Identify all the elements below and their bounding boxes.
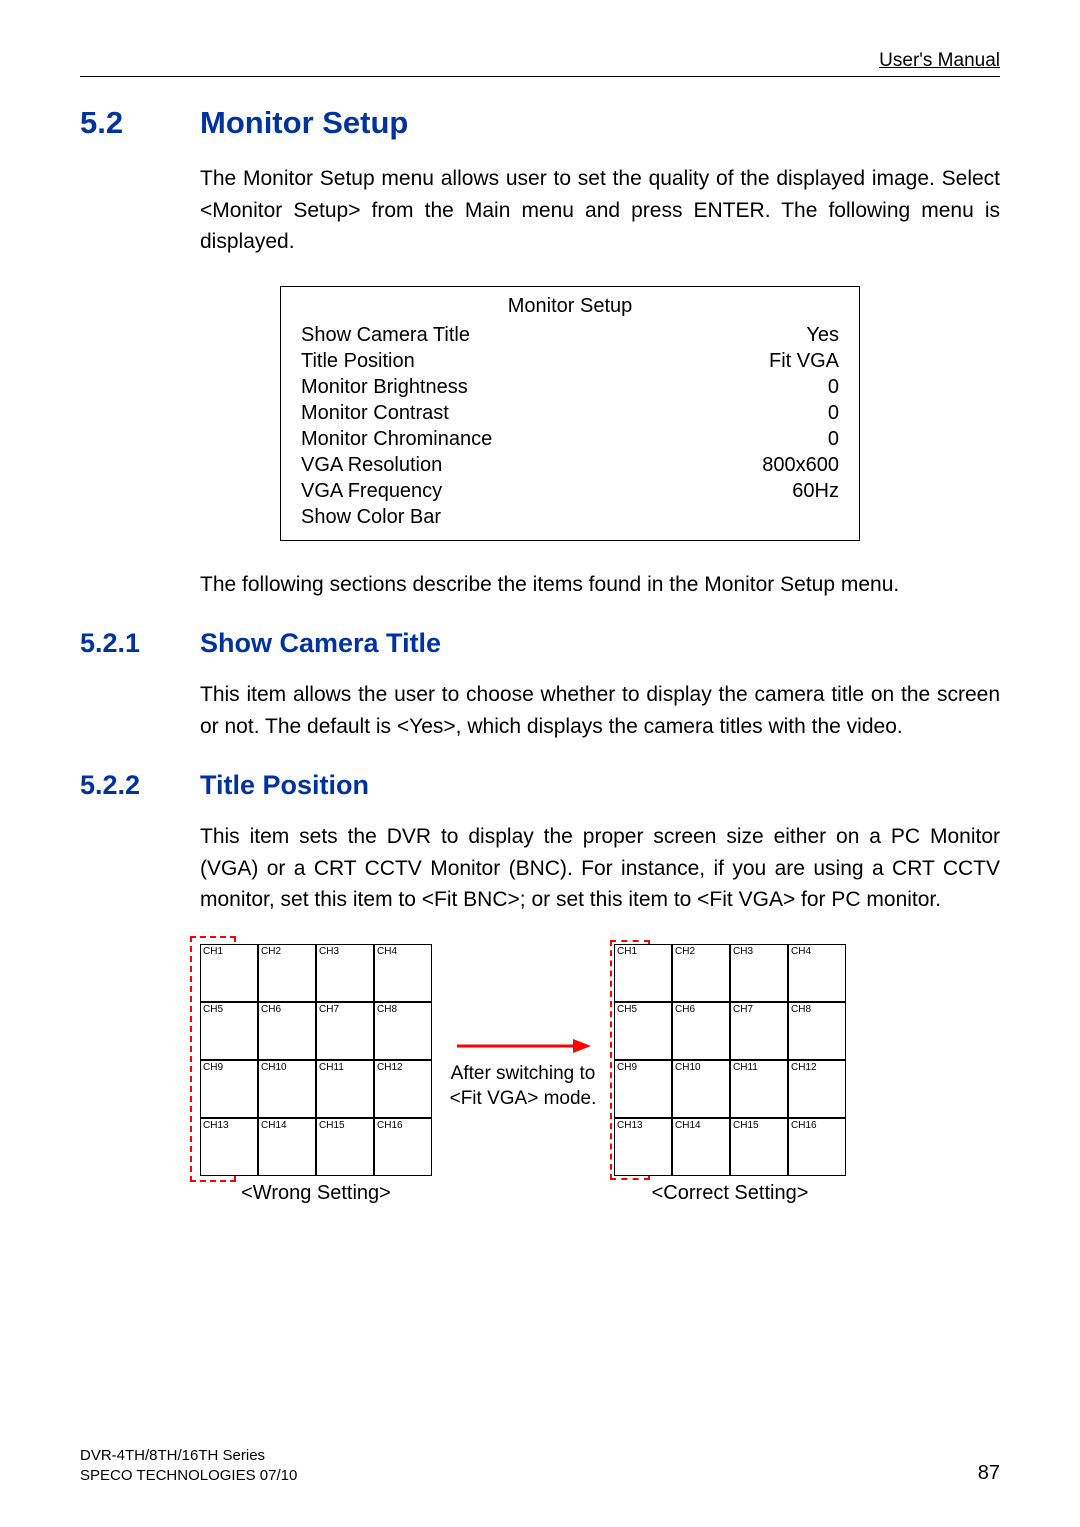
arrow-text-1: After switching to xyxy=(451,1062,596,1087)
wrong-caption: <Wrong Setting> xyxy=(241,1182,391,1205)
menu-row-value: 0 xyxy=(828,400,839,426)
channel-cell: CH1 xyxy=(614,944,672,1002)
fit-vga-diagram: CH1CH2CH3CH4CH5CH6CH7CH8CH9CH10CH11CH12C… xyxy=(200,944,1000,1205)
channel-cell: CH3 xyxy=(730,944,788,1002)
channel-cell: CH15 xyxy=(730,1118,788,1176)
channel-cell: CH13 xyxy=(200,1118,258,1176)
menu-row: Show Color Bar xyxy=(301,504,839,530)
channel-cell: CH13 xyxy=(614,1118,672,1176)
channel-cell: CH2 xyxy=(672,944,730,1002)
channel-cell: CH12 xyxy=(374,1060,432,1118)
channel-cell: CH7 xyxy=(730,1002,788,1060)
subsection-2-number: 5.2.2 xyxy=(80,770,200,801)
menu-title: Monitor Setup xyxy=(301,295,839,318)
channel-cell: CH15 xyxy=(316,1118,374,1176)
channel-cell: CH4 xyxy=(788,944,846,1002)
channel-cell: CH8 xyxy=(788,1002,846,1060)
arrow-icon xyxy=(453,1036,593,1056)
channel-cell: CH2 xyxy=(258,944,316,1002)
menu-row: Monitor Contrast 0 xyxy=(301,400,839,426)
wrong-setting-block: CH1CH2CH3CH4CH5CH6CH7CH8CH9CH10CH11CH12C… xyxy=(200,944,432,1205)
subsection-1-heading: 5.2.1 Show Camera Title xyxy=(80,628,1000,659)
channel-cell: CH4 xyxy=(374,944,432,1002)
menu-row: VGA Frequency 60Hz xyxy=(301,478,839,504)
menu-row: Monitor Brightness 0 xyxy=(301,374,839,400)
menu-row-label: Monitor Chrominance xyxy=(301,426,492,452)
channel-cell: CH11 xyxy=(730,1060,788,1118)
header-rule xyxy=(80,76,1000,77)
footer-page-number: 87 xyxy=(978,1462,1000,1485)
channel-cell: CH1 xyxy=(200,944,258,1002)
channel-cell: CH6 xyxy=(258,1002,316,1060)
correct-setting-block: CH1CH2CH3CH4CH5CH6CH7CH8CH9CH10CH11CH12C… xyxy=(614,944,846,1205)
channel-cell: CH7 xyxy=(316,1002,374,1060)
menu-row: Show Camera Title Yes xyxy=(301,322,839,348)
section-intro: The Monitor Setup menu allows user to se… xyxy=(200,163,1000,258)
menu-row-value: Yes xyxy=(806,322,839,348)
correct-grid: CH1CH2CH3CH4CH5CH6CH7CH8CH9CH10CH11CH12C… xyxy=(614,944,846,1176)
channel-cell: CH9 xyxy=(614,1060,672,1118)
menu-row: VGA Resolution 800x600 xyxy=(301,452,839,478)
footer-series: DVR-4TH/8TH/16TH Series xyxy=(80,1446,297,1466)
arrow-column: After switching to <Fit VGA> mode. xyxy=(438,1036,608,1111)
menu-row-label: VGA Resolution xyxy=(301,452,442,478)
menu-row-label: Show Color Bar xyxy=(301,504,441,530)
menu-row-value: 800x600 xyxy=(762,452,839,478)
after-menu-text: The following sections describe the item… xyxy=(200,569,1000,601)
correct-caption: <Correct Setting> xyxy=(652,1182,809,1205)
subsection-2-body: This item sets the DVR to display the pr… xyxy=(200,821,1000,916)
header-manual-label: User's Manual xyxy=(80,50,1000,72)
channel-cell: CH5 xyxy=(614,1002,672,1060)
menu-row-value: Fit VGA xyxy=(769,348,839,374)
channel-cell: CH6 xyxy=(672,1002,730,1060)
menu-row-value: 0 xyxy=(828,426,839,452)
channel-cell: CH14 xyxy=(672,1118,730,1176)
arrow-text-2: <Fit VGA> mode. xyxy=(450,1087,597,1112)
menu-row: Title Position Fit VGA xyxy=(301,348,839,374)
footer-left: DVR-4TH/8TH/16TH Series SPECO TECHNOLOGI… xyxy=(80,1446,297,1485)
menu-row-value: 0 xyxy=(828,374,839,400)
menu-row: Monitor Chrominance 0 xyxy=(301,426,839,452)
channel-cell: CH10 xyxy=(672,1060,730,1118)
channel-cell: CH8 xyxy=(374,1002,432,1060)
channel-cell: CH12 xyxy=(788,1060,846,1118)
channel-cell: CH3 xyxy=(316,944,374,1002)
page-footer: DVR-4TH/8TH/16TH Series SPECO TECHNOLOGI… xyxy=(80,1446,1000,1485)
menu-row-label: Monitor Brightness xyxy=(301,374,468,400)
menu-row-label: Show Camera Title xyxy=(301,322,470,348)
subsection-1-number: 5.2.1 xyxy=(80,628,200,659)
channel-cell: CH11 xyxy=(316,1060,374,1118)
menu-row-value: 60Hz xyxy=(792,478,839,504)
subsection-2-title: Title Position xyxy=(200,770,369,801)
monitor-setup-menu: Monitor Setup Show Camera TitleYesTitle … xyxy=(280,286,860,541)
subsection-2-heading: 5.2.2 Title Position xyxy=(80,770,1000,801)
section-heading: 5.2 Monitor Setup xyxy=(80,105,1000,141)
subsection-1-body: This item allows the user to choose whet… xyxy=(200,679,1000,742)
section-title: Monitor Setup xyxy=(200,105,408,141)
footer-company: SPECO TECHNOLOGIES 07/10 xyxy=(80,1466,297,1486)
channel-cell: CH9 xyxy=(200,1060,258,1118)
wrong-grid: CH1CH2CH3CH4CH5CH6CH7CH8CH9CH10CH11CH12C… xyxy=(200,944,432,1176)
channel-cell: CH10 xyxy=(258,1060,316,1118)
channel-cell: CH16 xyxy=(374,1118,432,1176)
section-number: 5.2 xyxy=(80,105,200,141)
menu-row-label: VGA Frequency xyxy=(301,478,442,504)
channel-cell: CH16 xyxy=(788,1118,846,1176)
subsection-1-title: Show Camera Title xyxy=(200,628,441,659)
menu-row-label: Monitor Contrast xyxy=(301,400,449,426)
channel-cell: CH14 xyxy=(258,1118,316,1176)
menu-row-label: Title Position xyxy=(301,348,415,374)
channel-cell: CH5 xyxy=(200,1002,258,1060)
